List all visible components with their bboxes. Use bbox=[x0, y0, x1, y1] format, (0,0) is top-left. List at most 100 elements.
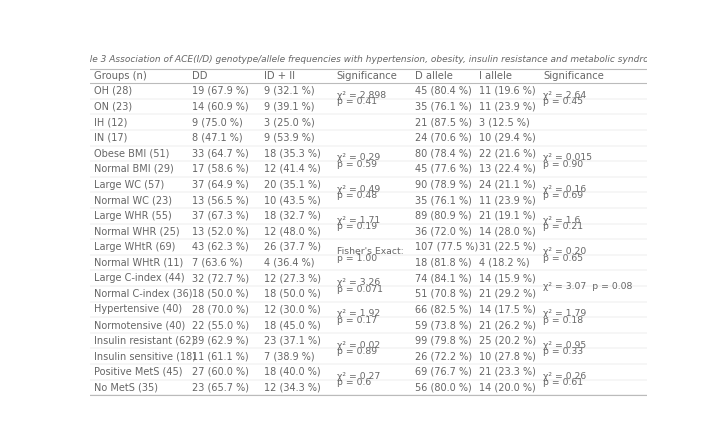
Text: 89 (80.9 %): 89 (80.9 %) bbox=[415, 211, 472, 221]
Text: Significance: Significance bbox=[543, 71, 604, 81]
Text: 18 (45.0 %): 18 (45.0 %) bbox=[265, 320, 321, 330]
Text: IH (12): IH (12) bbox=[94, 117, 128, 127]
Text: 18 (35.3 %): 18 (35.3 %) bbox=[265, 148, 321, 158]
Text: 12 (27.3 %): 12 (27.3 %) bbox=[265, 273, 321, 283]
Text: 13 (56.5 %): 13 (56.5 %) bbox=[192, 195, 249, 205]
Text: p = 0.21: p = 0.21 bbox=[543, 222, 583, 231]
Text: I allele: I allele bbox=[479, 71, 512, 81]
Text: χ² = 3.26: χ² = 3.26 bbox=[336, 278, 380, 287]
Text: 4 (18.2 %): 4 (18.2 %) bbox=[479, 258, 529, 267]
Text: 19 (67.9 %): 19 (67.9 %) bbox=[192, 86, 249, 96]
Text: 90 (78.9 %): 90 (78.9 %) bbox=[415, 180, 472, 190]
Text: 13 (22.4 %): 13 (22.4 %) bbox=[479, 164, 536, 174]
Text: 22 (55.0 %): 22 (55.0 %) bbox=[192, 320, 249, 330]
Text: 14 (60.9 %): 14 (60.9 %) bbox=[192, 102, 249, 112]
Text: χ² = 0.95: χ² = 0.95 bbox=[543, 340, 586, 350]
Text: 8 (47.1 %): 8 (47.1 %) bbox=[192, 133, 242, 143]
Text: 13 (52.0 %): 13 (52.0 %) bbox=[192, 226, 249, 237]
Text: 18 (81.8 %): 18 (81.8 %) bbox=[415, 258, 472, 267]
Text: χ² = 1.92: χ² = 1.92 bbox=[336, 310, 380, 319]
Text: 26 (72.2 %): 26 (72.2 %) bbox=[415, 351, 472, 361]
Text: p = 0.33: p = 0.33 bbox=[543, 347, 583, 356]
Text: 12 (30.0 %): 12 (30.0 %) bbox=[265, 305, 321, 314]
Text: 66 (82.5 %): 66 (82.5 %) bbox=[415, 305, 472, 314]
Text: 43 (62.3 %): 43 (62.3 %) bbox=[192, 242, 249, 252]
Text: 22 (21.6 %): 22 (21.6 %) bbox=[479, 148, 536, 158]
Text: 12 (48.0 %): 12 (48.0 %) bbox=[265, 226, 321, 237]
Text: 18 (50.0 %): 18 (50.0 %) bbox=[192, 289, 249, 299]
Text: Normotensive (40): Normotensive (40) bbox=[94, 320, 186, 330]
Text: χ² = 0.015: χ² = 0.015 bbox=[543, 153, 592, 162]
Text: Insulin resistant (62): Insulin resistant (62) bbox=[94, 336, 196, 346]
Text: Groups (n): Groups (n) bbox=[94, 71, 147, 81]
Text: Normal WC (23): Normal WC (23) bbox=[94, 195, 173, 205]
Text: ID + II: ID + II bbox=[265, 71, 296, 81]
Text: Normal C-index (36): Normal C-index (36) bbox=[94, 289, 193, 299]
Text: 20 (35.1 %): 20 (35.1 %) bbox=[265, 180, 321, 190]
Text: 39 (62.9 %): 39 (62.9 %) bbox=[192, 336, 249, 346]
Text: IN (17): IN (17) bbox=[94, 133, 128, 143]
Text: 4 (36.4 %): 4 (36.4 %) bbox=[265, 258, 315, 267]
Text: 9 (75.0 %): 9 (75.0 %) bbox=[192, 117, 242, 127]
Text: χ² = 3.07  p = 0.08: χ² = 3.07 p = 0.08 bbox=[543, 281, 632, 290]
Text: 11 (23.9 %): 11 (23.9 %) bbox=[479, 195, 536, 205]
Text: DD: DD bbox=[192, 71, 207, 81]
Text: p = 0.41: p = 0.41 bbox=[336, 98, 377, 107]
Text: χ² = 0.02: χ² = 0.02 bbox=[336, 340, 380, 350]
Text: ON (23): ON (23) bbox=[94, 102, 132, 112]
Text: 107 (77.5 %): 107 (77.5 %) bbox=[415, 242, 478, 252]
Text: D allele: D allele bbox=[415, 71, 453, 81]
Text: p = 0.6: p = 0.6 bbox=[336, 379, 371, 388]
Text: Significance: Significance bbox=[336, 71, 398, 81]
Text: 31 (22.5 %): 31 (22.5 %) bbox=[479, 242, 536, 252]
Text: 26 (37.7 %): 26 (37.7 %) bbox=[265, 242, 321, 252]
Text: 32 (72.7 %): 32 (72.7 %) bbox=[192, 273, 249, 283]
Text: 21 (19.1 %): 21 (19.1 %) bbox=[479, 211, 536, 221]
Text: p = 0.071: p = 0.071 bbox=[336, 285, 383, 294]
Text: Large C-index (44): Large C-index (44) bbox=[94, 273, 185, 283]
Text: Large WHR (55): Large WHR (55) bbox=[94, 211, 172, 221]
Text: 80 (78.4 %): 80 (78.4 %) bbox=[415, 148, 472, 158]
Text: p = 0.18: p = 0.18 bbox=[543, 316, 583, 325]
Text: 36 (72.0 %): 36 (72.0 %) bbox=[415, 226, 472, 237]
Text: No MetS (35): No MetS (35) bbox=[94, 383, 158, 392]
Text: 21 (23.3 %): 21 (23.3 %) bbox=[479, 367, 536, 377]
Text: p = 0.69: p = 0.69 bbox=[543, 191, 583, 200]
Text: 7 (63.6 %): 7 (63.6 %) bbox=[192, 258, 242, 267]
Text: χ² = 1.79: χ² = 1.79 bbox=[543, 310, 586, 319]
Text: χ² = 0.27: χ² = 0.27 bbox=[336, 372, 380, 381]
Text: 14 (15.9 %): 14 (15.9 %) bbox=[479, 273, 536, 283]
Text: p = 1.00: p = 1.00 bbox=[336, 254, 377, 263]
Text: 14 (20.0 %): 14 (20.0 %) bbox=[479, 383, 536, 392]
Text: 33 (64.7 %): 33 (64.7 %) bbox=[192, 148, 249, 158]
Text: 21 (29.2 %): 21 (29.2 %) bbox=[479, 289, 536, 299]
Text: 18 (32.7 %): 18 (32.7 %) bbox=[265, 211, 321, 221]
Text: 18 (40.0 %): 18 (40.0 %) bbox=[265, 367, 321, 377]
Text: χ² = 2.64: χ² = 2.64 bbox=[543, 91, 586, 100]
Text: 37 (67.3 %): 37 (67.3 %) bbox=[192, 211, 249, 221]
Text: χ² = 0.20: χ² = 0.20 bbox=[543, 247, 586, 256]
Text: 27 (60.0 %): 27 (60.0 %) bbox=[192, 367, 249, 377]
Text: 10 (43.5 %): 10 (43.5 %) bbox=[265, 195, 321, 205]
Text: 11 (19.6 %): 11 (19.6 %) bbox=[479, 86, 536, 96]
Text: Fisher's Exact:: Fisher's Exact: bbox=[336, 247, 403, 256]
Text: Normal WHtR (11): Normal WHtR (11) bbox=[94, 258, 183, 267]
Text: Normal BMI (29): Normal BMI (29) bbox=[94, 164, 174, 174]
Text: Large WHtR (69): Large WHtR (69) bbox=[94, 242, 175, 252]
Text: 12 (41.4 %): 12 (41.4 %) bbox=[265, 164, 321, 174]
Text: 14 (17.5 %): 14 (17.5 %) bbox=[479, 305, 536, 314]
Text: χ² = 2.898: χ² = 2.898 bbox=[336, 91, 386, 100]
Text: 35 (76.1 %): 35 (76.1 %) bbox=[415, 195, 472, 205]
Text: 45 (77.6 %): 45 (77.6 %) bbox=[415, 164, 472, 174]
Text: 69 (76.7 %): 69 (76.7 %) bbox=[415, 367, 472, 377]
Text: 11 (61.1 %): 11 (61.1 %) bbox=[192, 351, 249, 361]
Text: p = 0.48: p = 0.48 bbox=[336, 191, 377, 200]
Text: χ² = 0.29: χ² = 0.29 bbox=[336, 153, 380, 162]
Text: p = 0.61: p = 0.61 bbox=[543, 379, 583, 388]
Text: Insulin sensitive (18): Insulin sensitive (18) bbox=[94, 351, 196, 361]
Text: χ² = 0.16: χ² = 0.16 bbox=[543, 185, 586, 194]
Text: 18 (50.0 %): 18 (50.0 %) bbox=[265, 289, 321, 299]
Text: 23 (37.1 %): 23 (37.1 %) bbox=[265, 336, 321, 346]
Text: 45 (80.4 %): 45 (80.4 %) bbox=[415, 86, 472, 96]
Text: 10 (27.8 %): 10 (27.8 %) bbox=[479, 351, 536, 361]
